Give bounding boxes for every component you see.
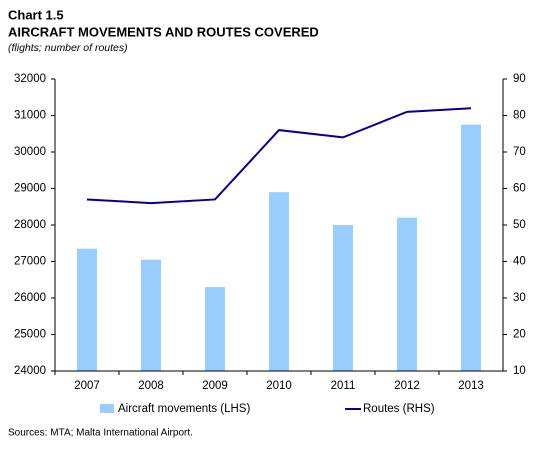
y-tick-label: 30000 bbox=[14, 146, 46, 158]
y-tick-label: 26000 bbox=[14, 292, 46, 304]
bar bbox=[269, 192, 289, 371]
y2-tick-label: 30 bbox=[513, 292, 526, 304]
bar bbox=[397, 217, 417, 371]
y-tick-label: 32000 bbox=[14, 73, 46, 85]
x-tick-label: 2007 bbox=[74, 380, 100, 392]
y-tick-label: 25000 bbox=[14, 329, 46, 341]
y2-tick-label: 70 bbox=[513, 146, 526, 158]
x-tick-label: 2009 bbox=[202, 380, 228, 392]
legend-label: Aircraft movements (LHS) bbox=[118, 403, 250, 415]
y-tick-label: 28000 bbox=[14, 219, 46, 231]
chart-subtitle: (flights; number of routes) bbox=[8, 42, 128, 54]
line bbox=[86, 107, 472, 205]
y2-tick-label: 60 bbox=[513, 183, 526, 195]
y2-tick-label: 50 bbox=[513, 219, 526, 231]
source-note: Sources: MTA; Malta International Airpor… bbox=[8, 428, 193, 439]
chart-title: AIRCRAFT MOVEMENTS AND ROUTES COVERED bbox=[8, 24, 319, 39]
y-tick-label: 31000 bbox=[14, 110, 46, 122]
bar bbox=[461, 124, 481, 371]
bar bbox=[333, 225, 353, 371]
legend-swatch bbox=[100, 404, 114, 413]
x-tick-label: 2010 bbox=[266, 380, 292, 392]
y2-tick-label: 20 bbox=[513, 329, 526, 341]
y2-tick-label: 90 bbox=[513, 73, 526, 85]
x-tick-label: 2012 bbox=[394, 380, 420, 392]
x-tick-label: 2011 bbox=[331, 380, 356, 392]
y2-tick-label: 10 bbox=[513, 365, 526, 377]
y2-tick-label: 40 bbox=[513, 256, 526, 268]
y2-tick-label: 80 bbox=[513, 110, 526, 122]
y-tick-label: 29000 bbox=[14, 183, 46, 195]
chart-label: Chart 1.5 bbox=[8, 7, 64, 22]
y-tick-label: 27000 bbox=[14, 256, 46, 268]
legend-label: Routes (RHS) bbox=[363, 403, 435, 415]
x-tick-label: 2008 bbox=[138, 380, 164, 392]
y-tick-label: 24000 bbox=[14, 365, 46, 377]
bar bbox=[205, 287, 225, 371]
bar bbox=[141, 259, 161, 371]
x-tick-label: 2013 bbox=[458, 380, 484, 392]
bar bbox=[77, 248, 97, 371]
